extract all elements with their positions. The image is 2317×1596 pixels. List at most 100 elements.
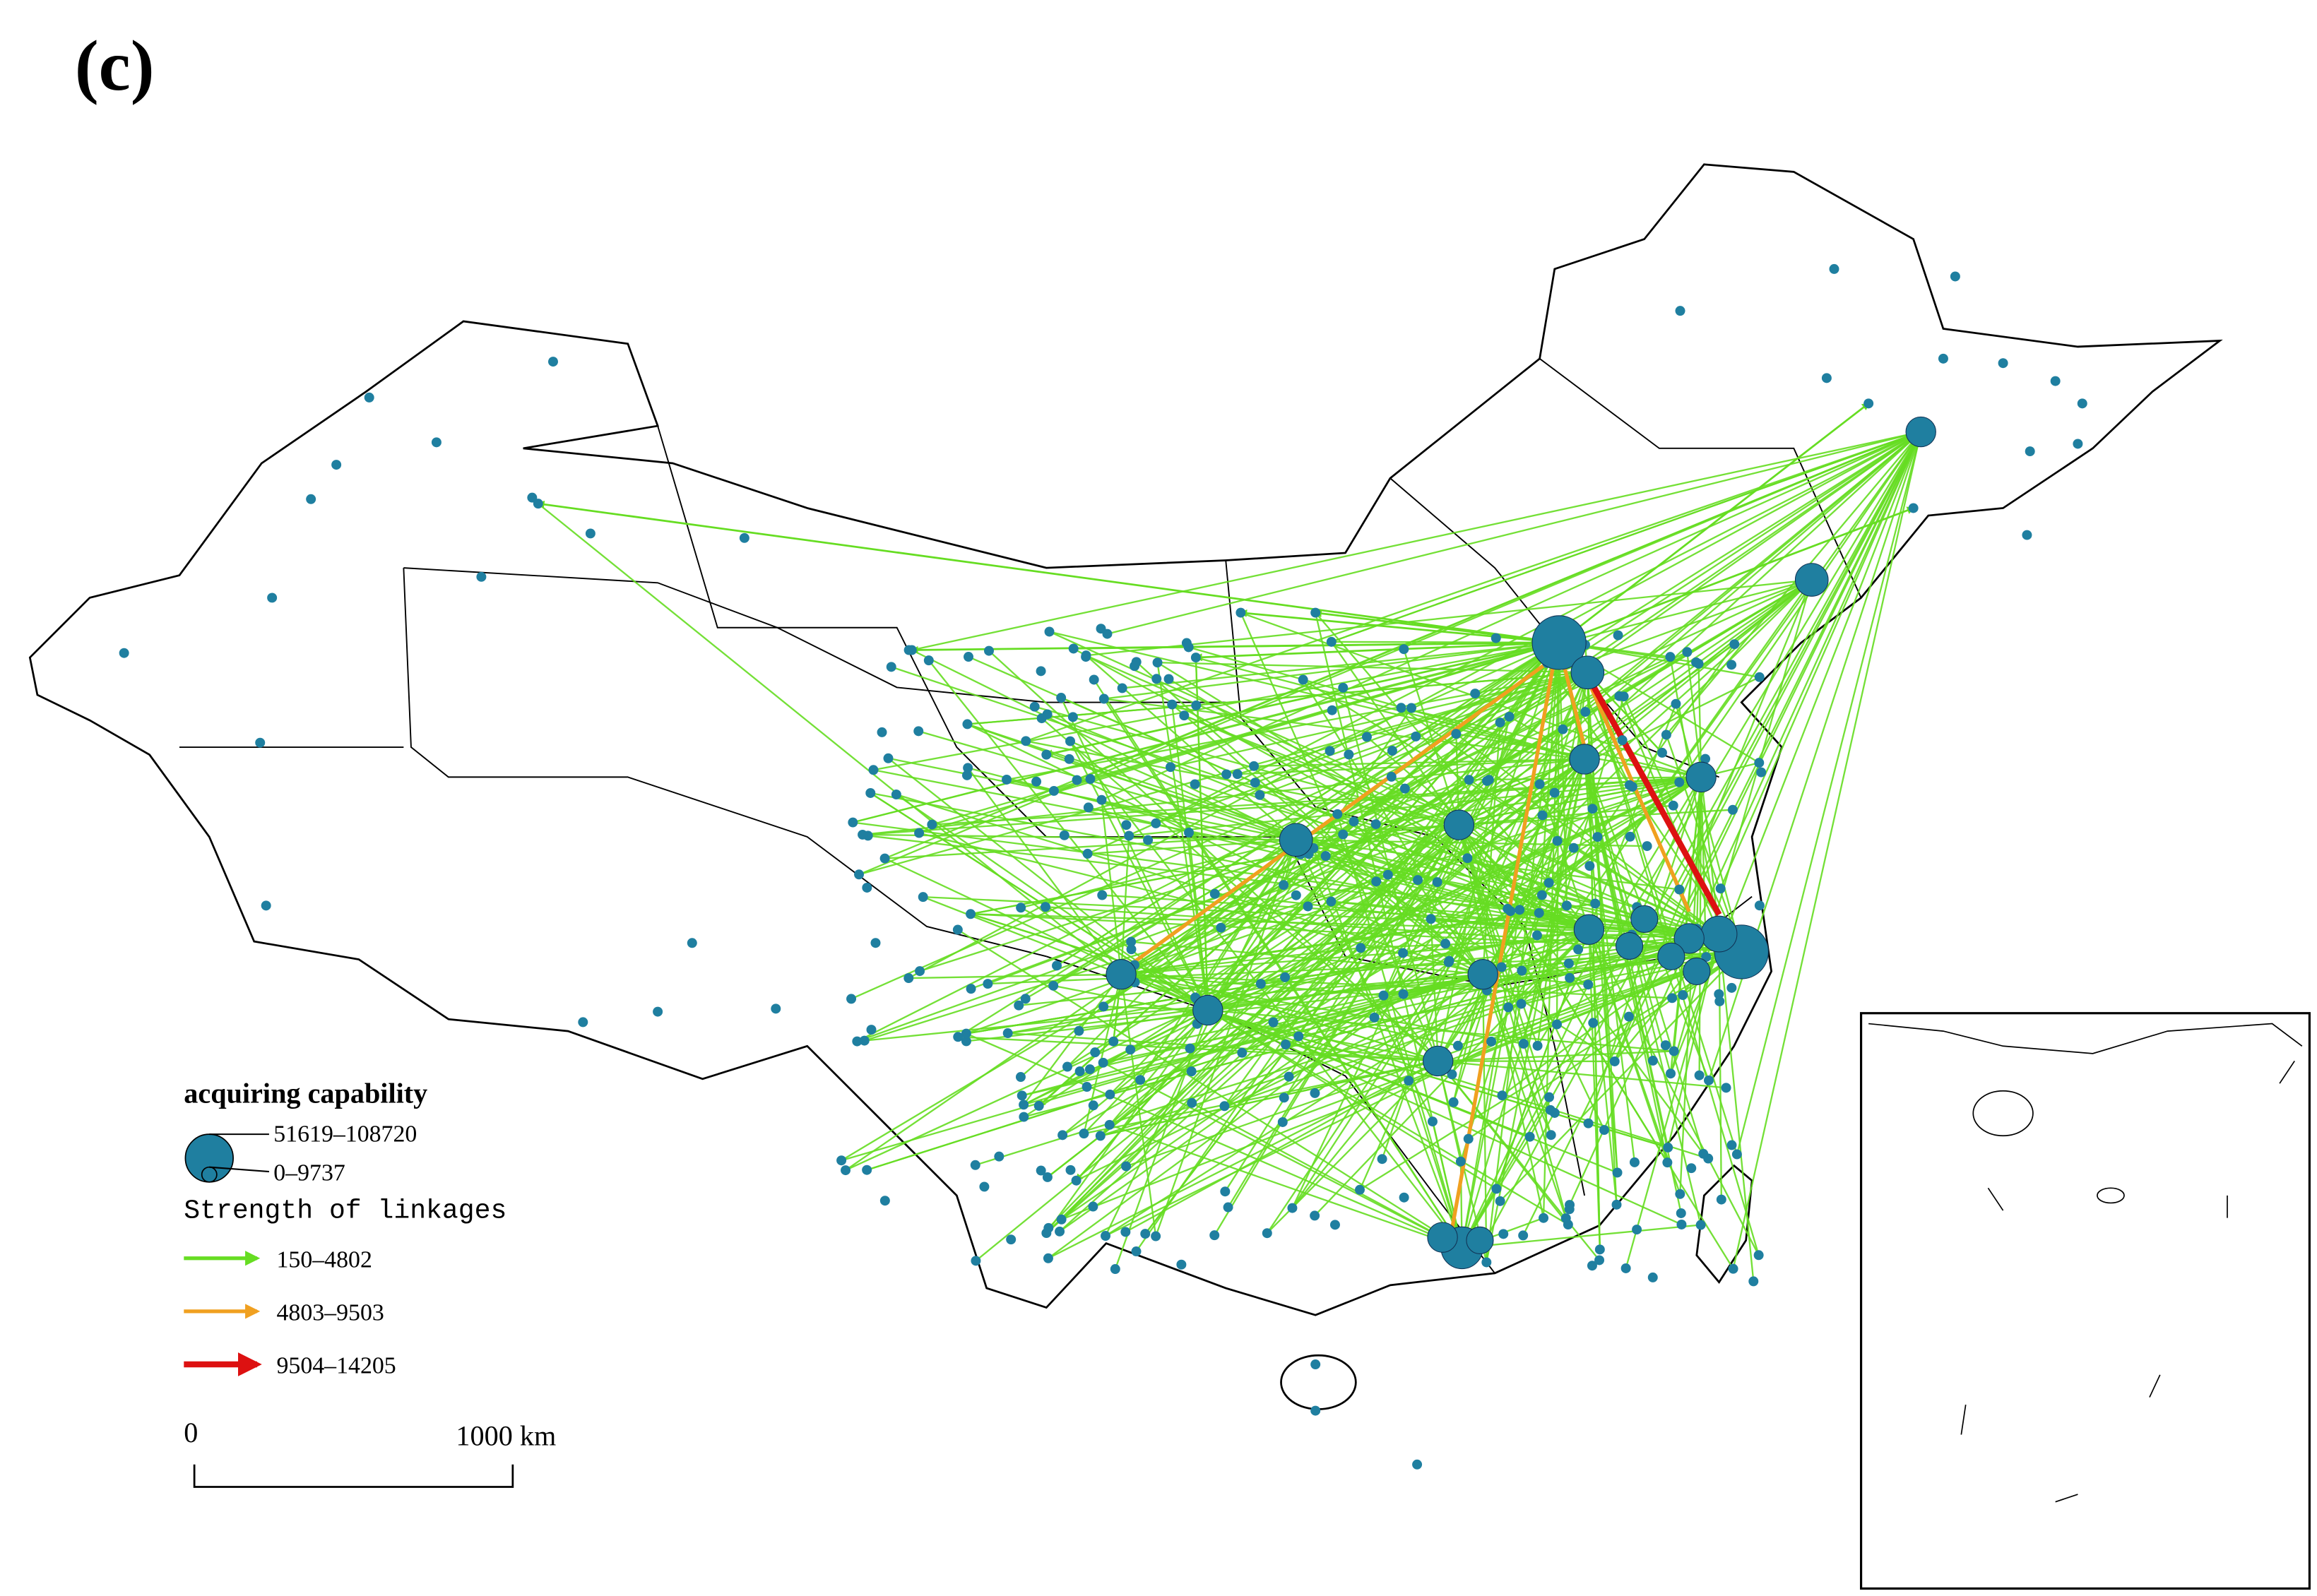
- city: [1558, 724, 1568, 734]
- city: [1448, 1097, 1459, 1107]
- city: [1518, 1038, 1529, 1049]
- linkage: [1458, 824, 1569, 1225]
- city: [1455, 1156, 1466, 1167]
- city: [1594, 1255, 1605, 1266]
- linkage: [1437, 716, 1510, 1061]
- city: [1190, 779, 1200, 790]
- linkage: [1103, 1009, 1209, 1064]
- city: [1235, 607, 1246, 618]
- linkage: [1155, 672, 1588, 824]
- linkage: [1087, 839, 1296, 855]
- city: [1219, 1101, 1230, 1112]
- taiwan: [1695, 1164, 1753, 1284]
- city: [1624, 780, 1635, 790]
- city: [1427, 1116, 1438, 1127]
- city: [739, 532, 749, 543]
- city: [1386, 771, 1397, 782]
- city: [1721, 1083, 1731, 1093]
- linkage: [1207, 881, 1550, 1011]
- linkage: [863, 833, 1296, 841]
- linkage: [841, 973, 1483, 1162]
- city: [1552, 1019, 1562, 1030]
- city-hub: [1673, 923, 1705, 954]
- linkage: [1105, 929, 1590, 1237]
- linkage: [1458, 824, 1552, 1136]
- city: [1573, 944, 1584, 955]
- linkage: [856, 672, 1588, 1042]
- legend-linkage-title: Strength of linkages: [184, 1196, 506, 1227]
- city: [1727, 804, 1738, 815]
- city: [255, 737, 266, 748]
- linkage: [1458, 824, 1606, 1131]
- city: [547, 357, 558, 367]
- linkage: [873, 641, 1560, 771]
- linkage: [1382, 995, 1463, 1249]
- city: [1612, 1167, 1623, 1178]
- city: [1714, 996, 1725, 1006]
- city: [1496, 962, 1507, 972]
- city: [870, 938, 881, 948]
- city: [1544, 1092, 1555, 1102]
- city: [1062, 1061, 1072, 1072]
- linkage: [1314, 609, 1560, 644]
- city: [1532, 1040, 1543, 1051]
- cities: [119, 263, 2087, 1470]
- city: [267, 592, 278, 603]
- city: [1126, 936, 1137, 947]
- city: [1097, 890, 1108, 900]
- linkage: [908, 973, 1122, 979]
- city-hub: [1630, 905, 1659, 933]
- linkage: [1455, 733, 1742, 953]
- linkage: [1120, 947, 1361, 975]
- linkage: [1588, 703, 1677, 930]
- city: [1031, 776, 1042, 787]
- city: [1821, 373, 1832, 383]
- city: [1221, 769, 1232, 780]
- city: [1546, 1130, 1556, 1141]
- city: [1686, 1163, 1697, 1174]
- city: [1293, 1031, 1304, 1042]
- linkage: [1059, 758, 1585, 1232]
- city: [1043, 1222, 1054, 1233]
- linkage: [1103, 641, 1560, 700]
- city-hub: [1905, 416, 1936, 448]
- linkage: [1486, 642, 1560, 1263]
- city: [1675, 1189, 1685, 1199]
- city: [1151, 674, 1162, 684]
- linkage: [1089, 973, 1483, 1071]
- city: [2077, 398, 2087, 409]
- city: [306, 494, 316, 504]
- border: [657, 425, 1286, 838]
- legend-linkage-label: 9504–14205: [276, 1353, 396, 1379]
- city: [1495, 1196, 1505, 1206]
- city: [1055, 1226, 1065, 1237]
- city: [1102, 629, 1113, 639]
- city: [1549, 787, 1560, 798]
- legend: acquiring capability 51619–108720 0–9737…: [184, 1078, 506, 1379]
- city: [1726, 982, 1737, 993]
- city: [966, 909, 976, 919]
- city: [1580, 707, 1591, 717]
- city: [687, 938, 697, 948]
- city: [1320, 851, 1331, 862]
- city: [1332, 809, 1343, 819]
- city: [1536, 890, 1547, 900]
- city: [1074, 1066, 1085, 1077]
- city-hub: [1279, 823, 1313, 857]
- linkage: [1718, 934, 1722, 1200]
- city: [1090, 1047, 1101, 1058]
- city: [1729, 639, 1740, 650]
- inset-dash: [1960, 1405, 1967, 1435]
- city: [979, 1181, 990, 1192]
- city: [868, 765, 879, 775]
- linkages: [536, 403, 1922, 1282]
- linkage: [1024, 933, 1719, 1118]
- linkage: [966, 1032, 1463, 1249]
- city: [1072, 775, 1082, 785]
- city: [585, 528, 595, 539]
- linkage: [1237, 672, 1588, 775]
- city: [2073, 439, 2083, 449]
- linkage: [1077, 431, 1921, 781]
- linkage: [1194, 641, 1560, 662]
- city: [1338, 682, 1349, 693]
